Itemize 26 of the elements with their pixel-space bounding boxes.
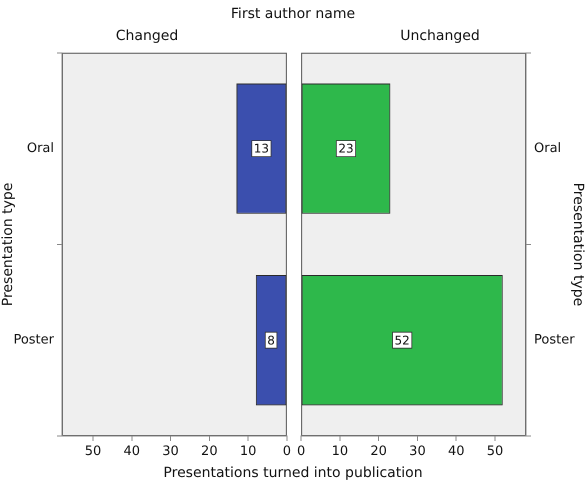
- y-tick-label: Oral: [534, 140, 562, 156]
- x-tick-label: 10: [332, 444, 348, 460]
- data-label: 13: [254, 142, 270, 156]
- text: First author name: [230, 6, 356, 22]
- x-tick-label: 20: [201, 444, 218, 460]
- y-axis-title: Presentation type: [0, 182, 16, 306]
- data-label: 52: [394, 333, 410, 348]
- x-tick-label: 0: [282, 444, 292, 460]
- y2-axis-title: Presentation type: [570, 182, 586, 306]
- x-tick-label: 50: [84, 444, 102, 460]
- x-tick-label: 30: [409, 444, 426, 460]
- x-axis-title: Presentations turned into publication: [162, 465, 424, 481]
- x-tick-label: 40: [124, 444, 140, 460]
- x-tick-label: 0: [296, 444, 306, 460]
- x-tick-label: 20: [370, 444, 387, 460]
- chart-title: Unchanged: [400, 28, 480, 44]
- x-tick-label: 10: [240, 444, 256, 460]
- chart-title: Changed: [116, 28, 178, 44]
- x-tick-label: 30: [162, 444, 179, 460]
- y-tick-label: Poster: [13, 332, 55, 348]
- x-tick-label: 40: [448, 444, 464, 460]
- y-tick-label: Oral: [26, 140, 54, 156]
- y-tick-label: Poster: [534, 332, 576, 348]
- x-tick-label: 50: [486, 444, 504, 460]
- data-label: 23: [338, 142, 354, 156]
- data-label: 8: [267, 333, 275, 348]
